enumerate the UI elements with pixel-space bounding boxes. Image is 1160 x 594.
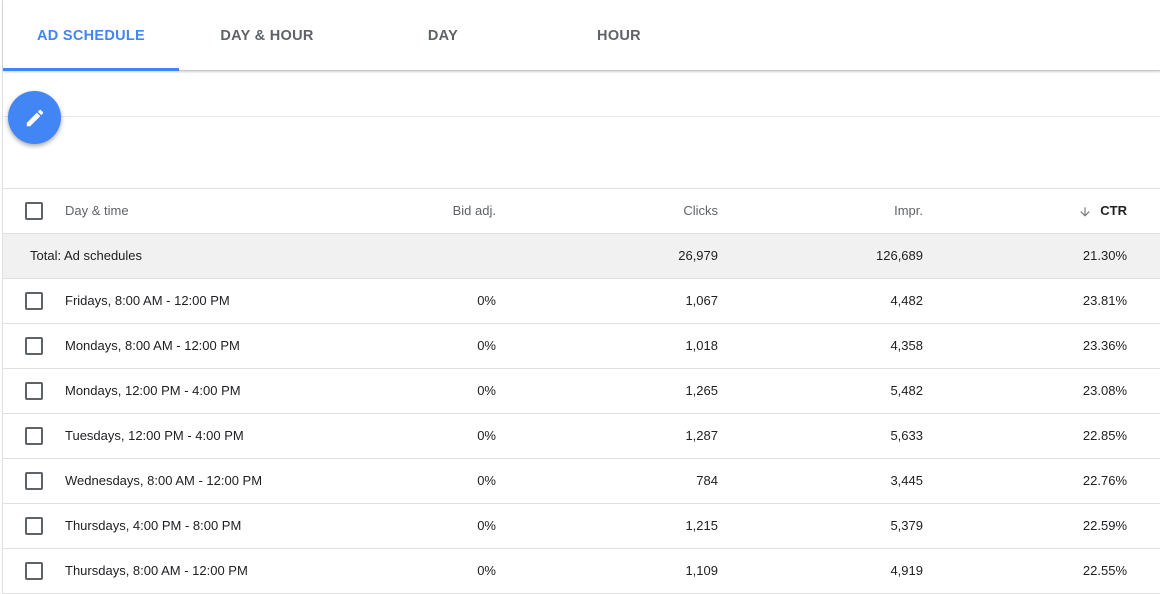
table-row[interactable]: Wednesdays, 8:00 AM - 12:00 PM 0% 784 3,…	[3, 459, 1160, 504]
row-checkbox[interactable]	[25, 337, 43, 355]
bid-adj-cell[interactable]: 0%	[477, 338, 496, 353]
column-header-day-time[interactable]: Day & time	[65, 203, 129, 218]
clicks-cell: 784	[696, 473, 718, 488]
clicks-cell: 1,265	[685, 383, 718, 398]
ctr-cell: 23.81%	[1082, 293, 1127, 308]
day-time-cell: Mondays, 12:00 PM - 4:00 PM	[65, 383, 241, 398]
bid-adj-cell[interactable]: 0%	[477, 383, 496, 398]
tab-day-and-hour[interactable]: DAY & HOUR	[179, 0, 355, 70]
ctr-cell: 22.76%	[1082, 473, 1127, 488]
table-row[interactable]: Mondays, 12:00 PM - 4:00 PM 0% 1,265 5,4…	[3, 369, 1160, 414]
total-ctr: 21.30%	[1082, 248, 1127, 263]
table-top-divider	[3, 188, 1160, 189]
bid-adj-cell[interactable]: 0%	[477, 518, 496, 533]
column-header-clicks[interactable]: Clicks	[683, 203, 718, 218]
ctr-cell: 23.08%	[1082, 383, 1127, 398]
tab-label: DAY	[427, 28, 459, 44]
tab-label: HOUR	[597, 28, 641, 44]
row-checkbox[interactable]	[25, 472, 43, 490]
table-row[interactable]: Fridays, 8:00 AM - 12:00 PM 0% 1,067 4,4…	[3, 279, 1160, 324]
column-header-impr[interactable]: Impr.	[894, 203, 923, 218]
impr-cell: 5,633	[890, 428, 923, 443]
table-row[interactable]: Thursdays, 8:00 AM - 12:00 PM 0% 1,109 4…	[3, 549, 1160, 594]
clicks-cell: 1,067	[685, 293, 718, 308]
row-checkbox[interactable]	[25, 562, 43, 580]
table-total-row: Total: Ad schedules 26,979 126,689 21.30…	[3, 234, 1160, 279]
impr-cell: 3,445	[890, 473, 923, 488]
impr-cell: 5,379	[890, 518, 923, 533]
clicks-cell: 1,018	[685, 338, 718, 353]
tab-label: AD SCHEDULE	[36, 28, 146, 44]
tab-bar: AD SCHEDULE DAY & HOUR DAY HOUR	[3, 0, 1160, 71]
pencil-icon	[26, 109, 43, 126]
toolbar-divider	[3, 116, 1160, 117]
ctr-cell: 22.55%	[1082, 563, 1127, 578]
clicks-cell: 1,109	[685, 563, 718, 578]
tab-day[interactable]: DAY	[355, 0, 531, 70]
clicks-cell: 1,215	[685, 518, 718, 533]
impr-cell: 4,919	[890, 563, 923, 578]
ctr-cell: 22.59%	[1082, 518, 1127, 533]
impr-cell: 4,358	[890, 338, 923, 353]
table-row[interactable]: Thursdays, 4:00 PM - 8:00 PM 0% 1,215 5,…	[3, 504, 1160, 549]
table-row[interactable]: Tuesdays, 12:00 PM - 4:00 PM 0% 1,287 5,…	[3, 414, 1160, 459]
day-time-cell: Thursdays, 4:00 PM - 8:00 PM	[65, 518, 242, 533]
day-time-cell: Thursdays, 8:00 AM - 12:00 PM	[65, 563, 248, 578]
bid-adj-cell[interactable]: 0%	[477, 473, 496, 488]
total-clicks: 26,979	[678, 248, 718, 263]
row-checkbox[interactable]	[25, 382, 43, 400]
bid-adj-cell[interactable]: 0%	[477, 293, 496, 308]
row-checkbox[interactable]	[25, 292, 43, 310]
day-time-cell: Mondays, 8:00 AM - 12:00 PM	[65, 338, 240, 353]
impr-cell: 4,482	[890, 293, 923, 308]
select-all-checkbox[interactable]	[25, 202, 43, 220]
arrow-down-icon[interactable]	[1078, 205, 1092, 219]
impr-cell: 5,482	[890, 383, 923, 398]
tab-ad-schedule[interactable]: AD SCHEDULE	[3, 0, 179, 71]
row-checkbox[interactable]	[25, 427, 43, 445]
day-time-cell: Tuesdays, 12:00 PM - 4:00 PM	[65, 428, 244, 443]
tab-label: DAY & HOUR	[220, 28, 314, 44]
day-time-cell: Wednesdays, 8:00 AM - 12:00 PM	[65, 473, 263, 488]
column-header-bid-adj[interactable]: Bid adj.	[452, 203, 496, 218]
bid-adj-cell[interactable]: 0%	[477, 428, 496, 443]
column-header-ctr[interactable]: CTR	[1100, 203, 1127, 218]
tab-hour[interactable]: HOUR	[531, 0, 707, 70]
clicks-cell: 1,287	[685, 428, 718, 443]
row-checkbox[interactable]	[25, 517, 43, 535]
ctr-cell: 23.36%	[1082, 338, 1127, 353]
active-tab-indicator	[3, 68, 179, 71]
bid-adj-cell[interactable]: 0%	[477, 563, 496, 578]
total-impr: 126,689	[876, 248, 923, 263]
day-time-cell: Fridays, 8:00 AM - 12:00 PM	[65, 293, 230, 308]
total-label: Total: Ad schedules	[30, 248, 143, 263]
ctr-cell: 22.85%	[1082, 428, 1127, 443]
edit-button[interactable]	[8, 91, 61, 144]
table-header-row: Day & time Bid adj. Clicks Impr. CTR	[3, 189, 1160, 234]
table-row[interactable]: Mondays, 8:00 AM - 12:00 PM 0% 1,018 4,3…	[3, 324, 1160, 369]
